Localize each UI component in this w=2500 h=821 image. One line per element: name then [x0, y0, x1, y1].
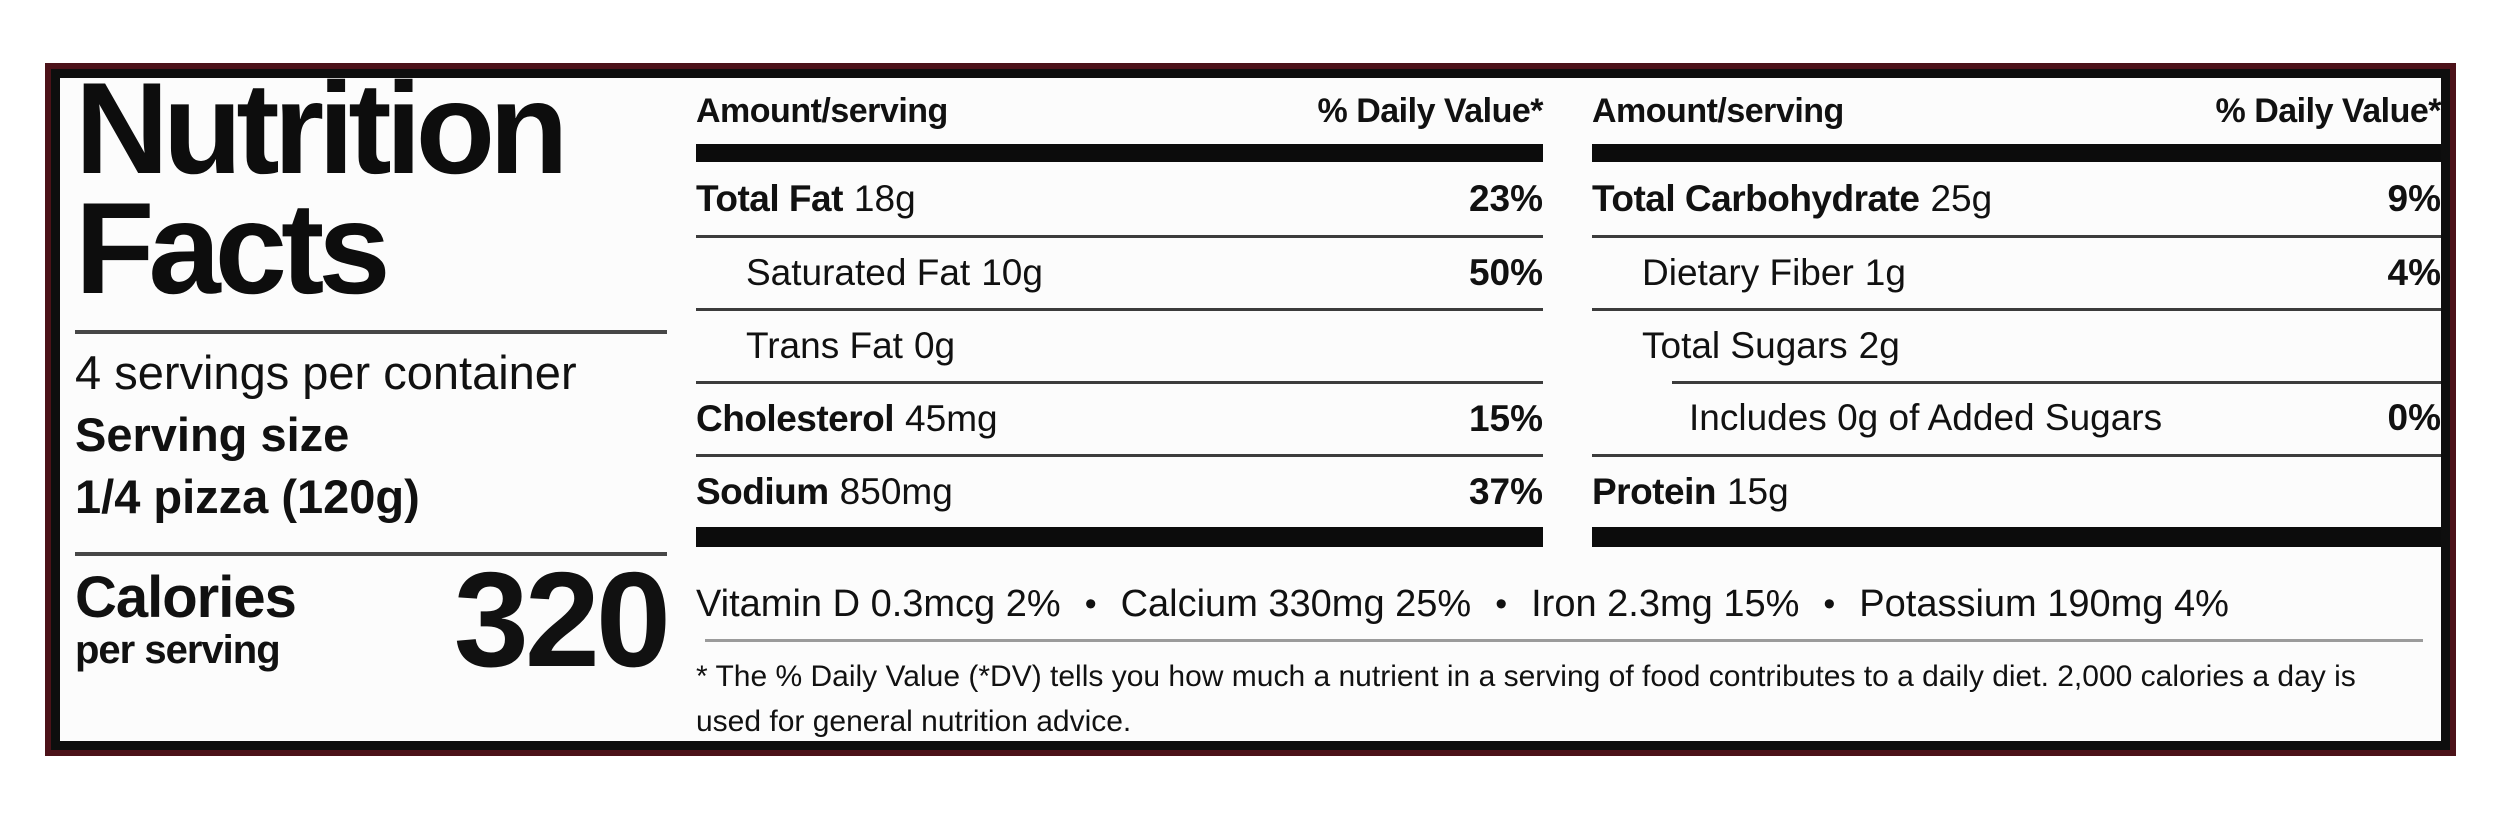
- serving-divider: [75, 552, 667, 556]
- nutrient-dv: 37%: [1468, 471, 1543, 512]
- micronutrient-vitamin-d: Vitamin D 0.3mcg 2%: [696, 582, 1061, 625]
- nutrient-name: Total Fat: [696, 177, 843, 219]
- nutrient-dv: 23%: [1468, 177, 1543, 219]
- nutrient-text: Total Sugars 2g: [1592, 325, 1900, 367]
- nutrient-name: Cholesterol: [696, 398, 895, 439]
- nutrient-name: Total Sugars: [1642, 325, 1848, 366]
- nutrient-amount: 10g: [981, 252, 1043, 293]
- nutrient-name: Includes 0g of Added Sugars: [1689, 396, 2163, 438]
- header-amount-serving: Amount/serving: [1592, 91, 1844, 130]
- calories-sublabel: per serving: [75, 628, 281, 672]
- nutrient-text: Sodium 850mg: [696, 471, 953, 513]
- nutrient-name: Protein: [1592, 471, 1716, 512]
- title-line-1: Nutrition: [75, 55, 569, 201]
- calories-labels: Calories per serving: [75, 565, 297, 673]
- nutrient-text: Total Carbohydrate 25g: [1592, 178, 1992, 220]
- nutrient-amount: 850mg: [839, 471, 953, 512]
- bullet-separator: •: [1084, 584, 1097, 623]
- micronutrient-potassium: Potassium 190mg 4%: [1859, 582, 2229, 625]
- nutrient-dv: 4%: [2387, 252, 2441, 293]
- title-divider: [75, 330, 667, 334]
- nutrient-row-protein: Protein 15g: [1592, 454, 2441, 527]
- header-daily-value: % Daily Value*: [1317, 91, 1544, 130]
- serving-size-label: Serving size: [75, 408, 350, 461]
- nutrition-facts-title: Nutrition Facts: [75, 55, 667, 321]
- micronutrient-iron: Iron 2.3mg 15%: [1531, 582, 1800, 625]
- bullet-separator: •: [1495, 584, 1508, 623]
- micronutrient-calcium: Calcium 330mg 25%: [1120, 582, 1472, 625]
- column-header-right: Amount/serving % Daily Value*: [1592, 78, 2442, 144]
- nutrient-row-added-sugars: Includes 0g of Added Sugars 0%: [1592, 381, 2441, 454]
- footnote-divider: [705, 639, 2423, 642]
- nutrient-row-dietary-fiber: Dietary Fiber 1g 4%: [1592, 235, 2441, 308]
- nutrient-dv: 0%: [2387, 396, 2441, 438]
- header-daily-value: % Daily Value*: [2215, 91, 2442, 130]
- title-line-2: Facts: [75, 175, 391, 321]
- serving-info: 4 servings per container Serving size 1/…: [75, 342, 667, 528]
- nutrient-dv: 9%: [2387, 177, 2441, 219]
- nutrient-row-saturated-fat: Saturated Fat 10g 50%: [696, 235, 1543, 308]
- nutrient-text: Cholesterol 45mg: [696, 398, 998, 440]
- nutrient-row-total-sugars: Total Sugars 2g: [1592, 308, 2441, 381]
- nutrient-amount: 15g: [1726, 471, 1789, 512]
- nutrient-dv: 50%: [1468, 252, 1543, 293]
- nutrient-name: Dietary Fiber: [1642, 252, 1854, 293]
- nutrient-amount: 18g: [853, 177, 916, 219]
- label-content: Nutrition Facts 4 servings per container…: [60, 63, 2442, 741]
- thick-bar: [696, 144, 1543, 162]
- nutrient-column-right: Amount/serving % Daily Value* Total Carb…: [1592, 78, 2442, 547]
- thick-bar: [1592, 527, 2441, 547]
- serving-size-value: 1/4 pizza (120g): [75, 470, 420, 523]
- nutrient-name: Total Carbohydrate: [1592, 177, 1920, 219]
- nutrient-name: Trans Fat: [746, 325, 903, 366]
- thick-bar: [696, 527, 1543, 547]
- nutrient-text: Protein 15g: [1592, 471, 1789, 513]
- nutrient-amount: 2g: [1858, 325, 1900, 366]
- nutrient-text: Dietary Fiber 1g: [1592, 252, 1906, 294]
- column-header-middle: Amount/serving % Daily Value*: [696, 78, 1544, 144]
- micronutrients-row: Vitamin D 0.3mcg 2% • Calcium 330mg 25% …: [696, 578, 2442, 630]
- calories-value: 320: [453, 544, 671, 695]
- nutrient-row-sodium: Sodium 850mg 37%: [696, 454, 1543, 527]
- nutrient-amount: 1g: [1864, 252, 1906, 293]
- nutrient-column-middle: Amount/serving % Daily Value* Total Fat 1…: [696, 78, 1544, 547]
- left-panel: Nutrition Facts 4 servings per container…: [75, 63, 671, 695]
- thick-bar: [1592, 144, 2441, 162]
- nutrient-row-cholesterol: Cholesterol 45mg 15%: [696, 381, 1543, 454]
- nutrient-dv: 15%: [1468, 398, 1543, 439]
- nutrient-amount: 45mg: [905, 398, 998, 439]
- nutrient-text: Includes 0g of Added Sugars: [1592, 397, 2162, 439]
- nutrient-row-total-fat: Total Fat 18g 23%: [696, 162, 1543, 235]
- nutrient-name: Sodium: [696, 471, 829, 512]
- header-amount-serving: Amount/serving: [696, 91, 948, 130]
- daily-value-footnote: * The % Daily Value (*DV) tells you how …: [696, 660, 2356, 738]
- nutrition-facts-label: Nutrition Facts 4 servings per container…: [51, 63, 2450, 750]
- nutrient-text: Trans Fat 0g: [696, 325, 955, 367]
- bullet-separator: •: [1823, 584, 1836, 623]
- nutrient-text: Total Fat 18g: [696, 178, 916, 220]
- nutrient-name: Saturated Fat: [746, 252, 971, 293]
- calories-label: Calories: [75, 565, 297, 630]
- nutrient-row-trans-fat: Trans Fat 0g: [696, 308, 1543, 381]
- nutrient-amount: 25g: [1930, 177, 1993, 219]
- nutrient-text: Saturated Fat 10g: [696, 252, 1043, 294]
- servings-per-container: 4 servings per container: [75, 346, 577, 399]
- calories-row: Calories per serving 320: [75, 544, 671, 695]
- nutrient-row-total-carbohydrate: Total Carbohydrate 25g 9%: [1592, 162, 2441, 235]
- nutrient-amount: 0g: [913, 325, 956, 366]
